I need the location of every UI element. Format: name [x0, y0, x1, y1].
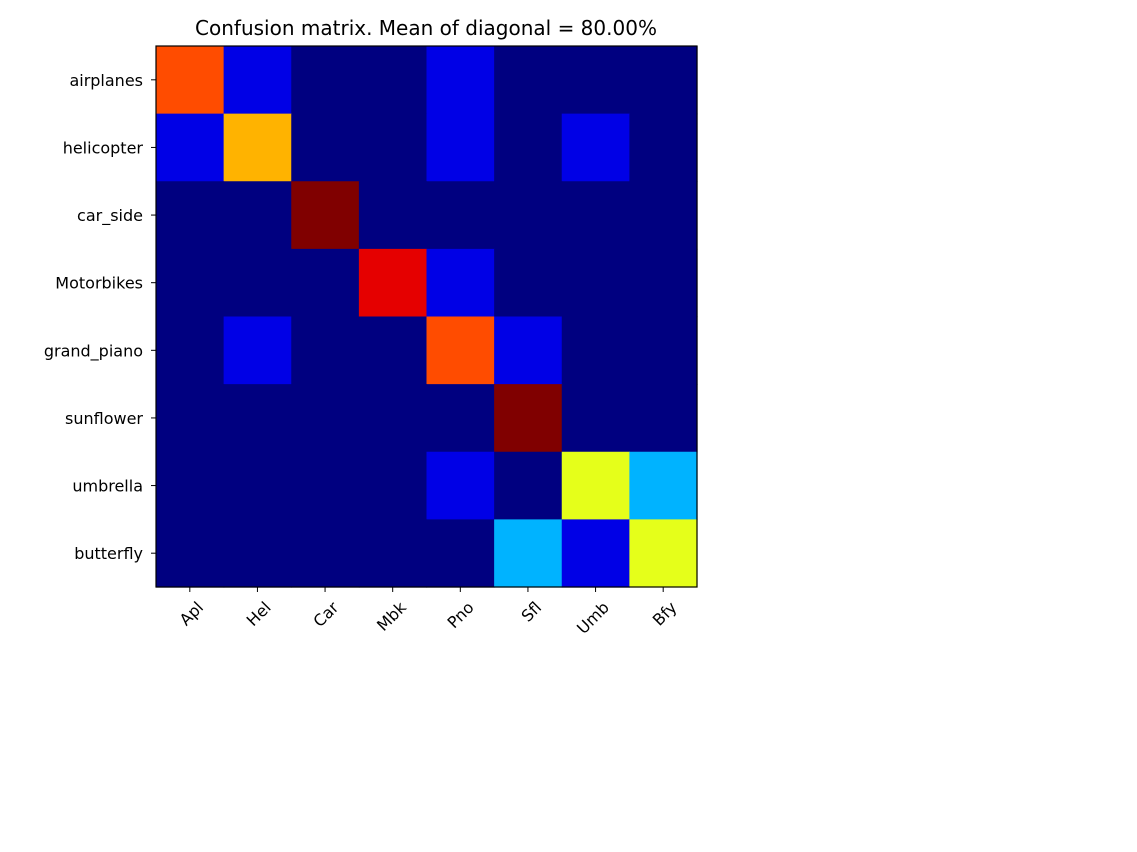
heatmap-cell: [629, 316, 698, 385]
heatmap-cell: [494, 519, 563, 588]
heatmap-cell: [426, 384, 495, 453]
heatmap-cell: [561, 451, 630, 520]
heatmap-cell: [291, 384, 360, 453]
heatmap-cell: [629, 384, 698, 453]
y-tick-label: butterfly: [74, 544, 143, 563]
heatmap-cell: [494, 384, 563, 453]
x-tick-label: Apl: [176, 598, 207, 629]
heatmap-cell: [494, 316, 563, 385]
heatmap-cell: [291, 519, 360, 588]
heatmap-cell: [156, 451, 225, 520]
heatmap-cell: [156, 113, 225, 182]
heatmap-cell: [494, 248, 563, 318]
x-tick-label: Mbk: [373, 597, 410, 634]
heatmap-cell: [426, 519, 495, 588]
heatmap-cell: [426, 181, 495, 250]
plot-frame: [155, 45, 698, 588]
heatmap-cell: [561, 248, 630, 318]
y-tick-label: sunflower: [65, 409, 143, 428]
heatmap-cell: [629, 46, 698, 115]
x-axis-ticks: Apl Hel Car Mbk Pno Sfl Umb Bfy: [176, 587, 681, 638]
heatmap-cells: [156, 46, 698, 588]
heatmap-cell: [291, 316, 360, 385]
y-tick-label: helicopter: [63, 138, 144, 157]
heatmap-cell: [223, 248, 292, 318]
heatmap-cell: [223, 181, 292, 250]
heatmap-cell: [358, 451, 428, 520]
heatmap-cell: [426, 46, 495, 115]
heatmap-cell: [561, 384, 630, 453]
heatmap-cell: [629, 181, 698, 250]
heatmap-cell: [426, 316, 495, 385]
heatmap-cell: [156, 316, 225, 385]
heatmap-cell: [223, 46, 292, 115]
y-tick-label: Motorbikes: [55, 274, 143, 293]
heatmap-cell: [561, 181, 630, 250]
heatmap-cell: [561, 316, 630, 385]
heatmap-cell: [494, 113, 563, 182]
x-tick-label: Bfy: [649, 598, 681, 630]
y-tick-label: umbrella: [72, 477, 143, 496]
heatmap-cell: [156, 46, 225, 115]
heatmap-cell: [561, 46, 630, 115]
heatmap-cell: [629, 451, 698, 520]
heatmap-cell: [223, 451, 292, 520]
heatmap-cell: [223, 384, 292, 453]
heatmap-cell: [358, 181, 428, 250]
y-tick-label: car_side: [77, 206, 143, 226]
heatmap-cell: [156, 519, 225, 588]
heatmap-cell: [291, 181, 360, 250]
x-tick-label: Umb: [573, 598, 613, 638]
heatmap-cell: [494, 181, 563, 250]
heatmap-cell: [426, 451, 495, 520]
y-tick-label: airplanes: [69, 71, 143, 90]
heatmap-cell: [426, 113, 495, 182]
x-tick-label: Car: [309, 598, 342, 631]
heatmap-cell: [629, 113, 698, 182]
heatmap-cell: [561, 519, 630, 588]
heatmap-cell: [223, 519, 292, 588]
heatmap-cell: [561, 113, 630, 182]
chart-title: Confusion matrix. Mean of diagonal = 80.…: [195, 16, 657, 40]
x-tick-label: Hel: [243, 598, 275, 630]
heatmap-cell: [629, 519, 698, 588]
heatmap-cell: [291, 113, 360, 182]
heatmap-cell: [358, 316, 428, 385]
heatmap-cell: [291, 451, 360, 520]
y-tick-label: grand_piano: [44, 341, 143, 361]
heatmap-cell: [291, 46, 360, 115]
heatmap-cell: [156, 181, 225, 250]
heatmap-cell: [494, 46, 563, 115]
heatmap-cell: [156, 384, 225, 453]
heatmap-cell: [358, 46, 428, 115]
heatmap-cell: [223, 316, 292, 385]
heatmap-cell: [358, 113, 428, 182]
heatmap-cell: [358, 384, 428, 453]
heatmap-cell: [223, 113, 292, 182]
y-axis-ticks: airplanes helicopter car_side Motorbikes gra…: [44, 71, 156, 563]
heatmap-cell: [291, 248, 360, 318]
heatmap-cell: [156, 248, 225, 318]
heatmap-cell: [358, 248, 428, 318]
heatmap-cell: [358, 519, 428, 588]
heatmap-cell: [494, 451, 563, 520]
x-tick-label: Sfl: [518, 598, 546, 626]
x-tick-label: Pno: [443, 598, 477, 632]
heatmap-cell: [629, 248, 698, 318]
heatmap-cell: [426, 248, 495, 318]
